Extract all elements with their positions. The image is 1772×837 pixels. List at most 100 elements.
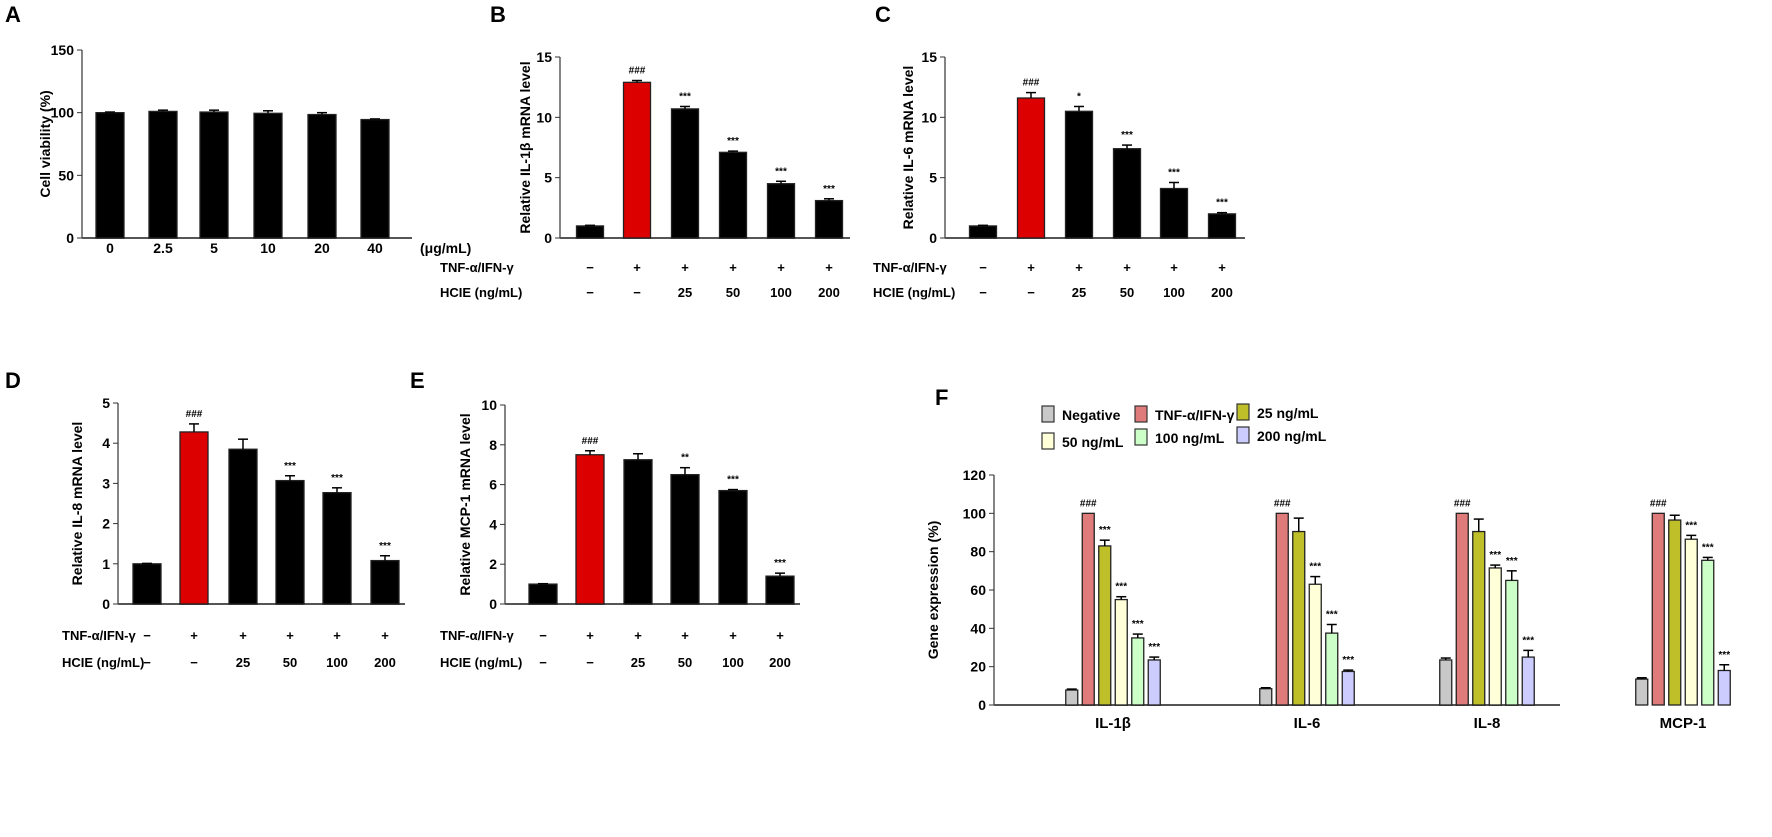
treatment-value: − — [143, 628, 151, 643]
y-axis-label: Gene expression (%) — [925, 521, 941, 660]
treatment-value: − — [586, 655, 594, 670]
y-tick-label: 3 — [102, 475, 110, 491]
y-tick-label: 5 — [544, 170, 552, 186]
y-tick-label: 1 — [102, 556, 110, 572]
legend-swatch — [1041, 405, 1055, 423]
bar — [622, 81, 652, 239]
significance-label: ### — [1650, 498, 1667, 509]
bar — [1341, 670, 1355, 706]
treatment-value: − — [539, 628, 547, 643]
treatment-value: + — [776, 628, 784, 643]
legend-swatch — [1041, 432, 1055, 450]
significance-label: *** — [1342, 655, 1354, 666]
treatment-value: − — [1027, 285, 1035, 300]
y-tick-label: 10 — [536, 109, 552, 125]
bar — [528, 583, 558, 605]
treatment-value: 100 — [722, 655, 744, 670]
panel-label: F — [935, 385, 948, 410]
y-tick-label: 4 — [489, 516, 497, 532]
bar — [718, 489, 748, 605]
significance-label: *** — [379, 541, 391, 552]
y-tick-label: 2 — [102, 516, 110, 532]
significance-label: ### — [1080, 498, 1097, 509]
legend-label: TNF-α/IFN-γ — [1155, 407, 1235, 423]
treatment-value: + — [681, 260, 689, 275]
treatment-value: 100 — [326, 655, 348, 670]
significance-label: *** — [823, 184, 835, 195]
legend-label: 50 ng/mL — [1062, 434, 1124, 450]
x-category-label: 10 — [260, 240, 276, 256]
y-tick-label: 100 — [963, 505, 987, 521]
treatment-row-label: TNF-α/IFN-γ — [62, 628, 136, 643]
treatment-value: + — [239, 628, 247, 643]
bar — [814, 199, 844, 239]
treatment-value: − — [586, 260, 594, 275]
bar — [360, 118, 390, 239]
bar — [1081, 512, 1095, 706]
bar — [1114, 598, 1128, 706]
treatment-value: + — [381, 628, 389, 643]
bar — [228, 448, 258, 605]
y-tick-label: 0 — [489, 596, 497, 612]
significance-label: ### — [186, 409, 203, 420]
treatment-value: 50 — [1120, 285, 1134, 300]
significance-label: *** — [1121, 130, 1133, 141]
significance-label: *** — [1702, 542, 1714, 553]
bar — [1065, 689, 1079, 706]
x-category-label: MCP-1 — [1660, 715, 1707, 732]
treatment-value: + — [633, 260, 641, 275]
treatment-value: 100 — [770, 285, 792, 300]
bar — [765, 575, 795, 605]
bar — [275, 479, 305, 605]
bar — [1488, 567, 1502, 706]
y-tick-label: 120 — [963, 467, 987, 483]
y-tick-label: 4 — [102, 435, 110, 451]
bar — [1325, 632, 1339, 706]
x-category-label: IL-6 — [1294, 715, 1321, 732]
y-tick-label: 0 — [929, 230, 937, 246]
legend-label: 100 ng/mL — [1155, 430, 1225, 446]
significance-label: *** — [1309, 562, 1321, 573]
bar — [1016, 97, 1046, 239]
treatment-value: + — [286, 628, 294, 643]
treatment-value: + — [1218, 260, 1226, 275]
significance-label: *** — [1168, 167, 1180, 178]
bar — [623, 459, 653, 605]
legend-swatch — [1236, 426, 1250, 444]
treatment-value: + — [729, 628, 737, 643]
significance-label: *** — [1099, 525, 1111, 536]
treatment-value: − — [979, 260, 987, 275]
x-category-label: 2.5 — [153, 240, 173, 256]
significance-label: ### — [1274, 498, 1291, 509]
bar — [1259, 688, 1273, 706]
treatment-value: + — [777, 260, 785, 275]
bar — [1651, 512, 1665, 706]
bar — [1098, 545, 1112, 706]
bar — [370, 559, 400, 605]
significance-label: *** — [727, 136, 739, 147]
y-tick-label: 10 — [481, 397, 497, 413]
significance-label: *** — [1132, 619, 1144, 630]
y-tick-label: 10 — [921, 109, 937, 125]
significance-label: ### — [1023, 78, 1040, 89]
significance-label: *** — [1522, 635, 1534, 646]
bar — [670, 473, 700, 605]
significance-label: *** — [1148, 642, 1160, 653]
x-category-label: 0 — [106, 240, 114, 256]
treatment-value: + — [333, 628, 341, 643]
significance-label: *** — [1685, 520, 1697, 531]
treatment-value: 50 — [283, 655, 297, 670]
y-tick-label: 0 — [102, 596, 110, 612]
treatment-value: 200 — [1211, 285, 1233, 300]
y-tick-label: 5 — [929, 170, 937, 186]
treatment-value: + — [729, 260, 737, 275]
bar — [148, 110, 178, 239]
bar — [1159, 187, 1189, 239]
treatment-value: − — [633, 285, 641, 300]
significance-label: * — [1077, 91, 1081, 102]
y-tick-label: 5 — [102, 395, 110, 411]
x-category-label: 20 — [314, 240, 330, 256]
x-category-label: 5 — [210, 240, 218, 256]
y-tick-label: 40 — [970, 620, 986, 636]
significance-label: *** — [775, 166, 787, 177]
